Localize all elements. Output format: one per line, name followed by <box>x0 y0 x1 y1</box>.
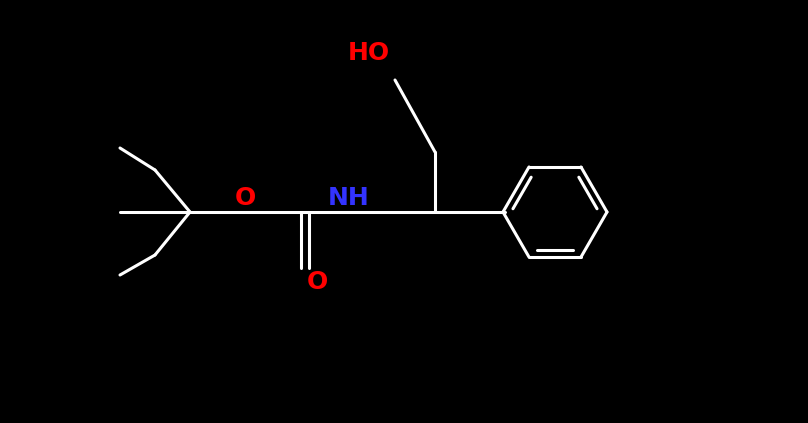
Text: HO: HO <box>348 41 390 65</box>
Text: O: O <box>307 270 328 294</box>
Text: O: O <box>234 186 255 210</box>
Text: NH: NH <box>328 186 370 210</box>
